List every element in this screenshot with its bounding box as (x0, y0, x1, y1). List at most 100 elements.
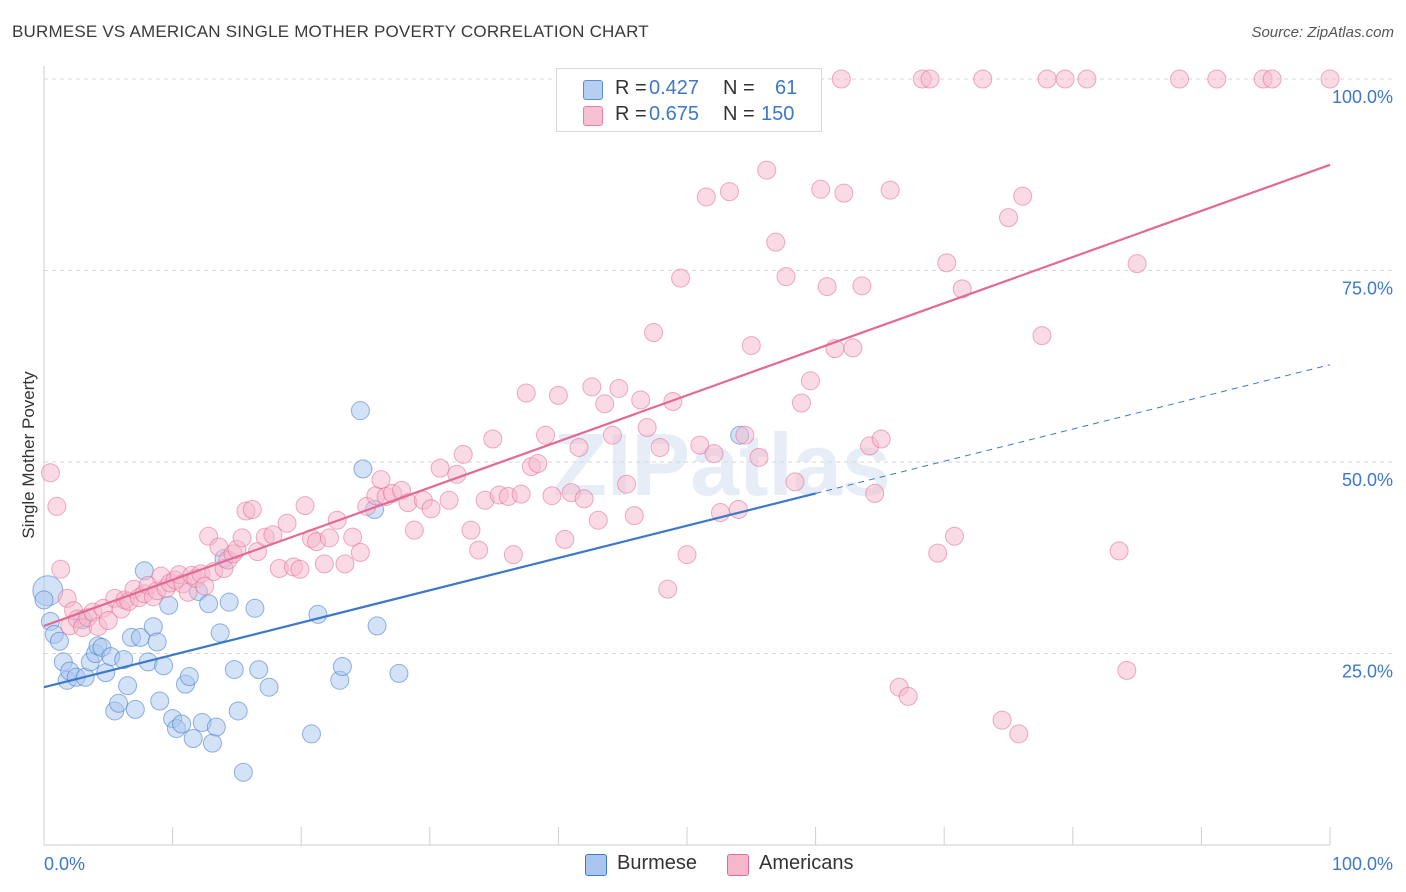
americans-point (800, 371, 820, 391)
chart-source: Source: ZipAtlas.com (1251, 24, 1394, 41)
burmese-point (210, 623, 230, 643)
americans-point (555, 529, 575, 549)
americans-point (314, 554, 334, 574)
tick-labels: 25.0% 50.0% 75.0% 100.0% 0.0% 100.0% (44, 87, 1393, 874)
burmese-point (118, 676, 138, 696)
americans-point (483, 429, 503, 449)
burmese-point (389, 663, 409, 683)
americans-point (757, 160, 777, 180)
americans-point (690, 435, 710, 455)
grid-lines (44, 78, 1392, 654)
americans-point (834, 183, 854, 203)
burmese-trend-line-extension (815, 364, 1331, 494)
americans-point (319, 528, 339, 548)
americans-point (728, 499, 748, 519)
burmese-point (114, 650, 134, 670)
r-value: 0.675 (649, 103, 700, 125)
americans-point (421, 499, 441, 519)
americans-point (503, 545, 523, 565)
burmese-point (179, 666, 199, 686)
americans-point (776, 267, 796, 287)
burmese-point (202, 733, 222, 753)
n-label: N = (723, 77, 755, 99)
burmese-point (150, 691, 170, 711)
americans-point (40, 463, 60, 483)
stats-legend: R = 0.427 N = 61 R = 0.675 N = 150 (556, 68, 822, 132)
americans-point (430, 458, 450, 478)
burmese-point (228, 701, 248, 721)
americans-point (1207, 69, 1227, 89)
burmese-point (183, 729, 203, 749)
americans-point (992, 710, 1012, 730)
americans-point (880, 180, 900, 200)
n-label: N = (723, 103, 755, 125)
americans-point (671, 268, 691, 288)
r-value: 0.427 (649, 77, 700, 99)
americans-point (999, 208, 1018, 228)
burmese-point (147, 632, 167, 652)
americans-point (1009, 724, 1029, 744)
burmese-point (367, 616, 387, 636)
americans-point (644, 323, 664, 343)
burmese-point (259, 677, 279, 697)
americans-point (735, 425, 755, 445)
americans-point (696, 187, 716, 207)
americans-point (602, 425, 622, 445)
americans-point (582, 377, 602, 397)
americans-point (637, 418, 657, 438)
burmese-point (206, 717, 226, 737)
n-value: 150 (761, 103, 795, 125)
americans-point (658, 579, 678, 599)
burmese-point (350, 401, 370, 421)
burmese-point (332, 657, 352, 677)
burmese-point (34, 590, 54, 610)
legend-row-burmese: R = 0.427 N = 61 (557, 74, 821, 102)
americans-point (98, 611, 118, 631)
burmese-point (49, 631, 69, 651)
watermark: ZIPatlas (553, 415, 890, 514)
americans-point (1117, 660, 1137, 680)
burmese-point (301, 724, 321, 744)
americans-point (1262, 69, 1282, 89)
americans-point (817, 277, 837, 297)
americans-point (574, 489, 594, 509)
burmese-point (233, 762, 253, 782)
data-points (32, 69, 1340, 782)
americans-point (404, 520, 424, 540)
americans-point (536, 425, 556, 445)
burmese-legend-swatch (585, 854, 607, 876)
r-label: R = (615, 103, 647, 125)
burmese-point (245, 598, 265, 618)
americans-point (295, 496, 315, 516)
americans-point (511, 484, 531, 504)
americans-point (898, 686, 918, 706)
americans-point (528, 454, 548, 474)
americans-point (439, 490, 459, 510)
y-tick-label: 75.0% (1342, 279, 1393, 299)
americans-legend-swatch (727, 854, 749, 876)
americans-point (461, 520, 481, 540)
americans-swatch (583, 106, 603, 126)
americans-point (516, 383, 536, 403)
americans-point (232, 528, 252, 548)
americans-point (617, 474, 637, 494)
americans-point (952, 279, 972, 299)
y-tick-label: 25.0% (1342, 662, 1393, 682)
americans-point (588, 510, 608, 530)
burmese-legend-label: Burmese (617, 852, 698, 874)
americans-trend-line (43, 163, 1331, 627)
legend-row-americans: R = 0.675 N = 150 (557, 100, 821, 128)
americans-point (1320, 69, 1340, 89)
americans-point (277, 513, 297, 533)
americans-point (944, 526, 964, 546)
americans-point (928, 543, 948, 563)
americans-point (290, 559, 310, 579)
americans-point (1013, 186, 1033, 206)
burmese-swatch (583, 80, 603, 100)
x-tick-label: 0.0% (44, 854, 85, 874)
americans-point (609, 378, 629, 398)
americans-point (1170, 69, 1190, 89)
r-label: R = (615, 77, 647, 99)
americans-point (242, 499, 262, 519)
